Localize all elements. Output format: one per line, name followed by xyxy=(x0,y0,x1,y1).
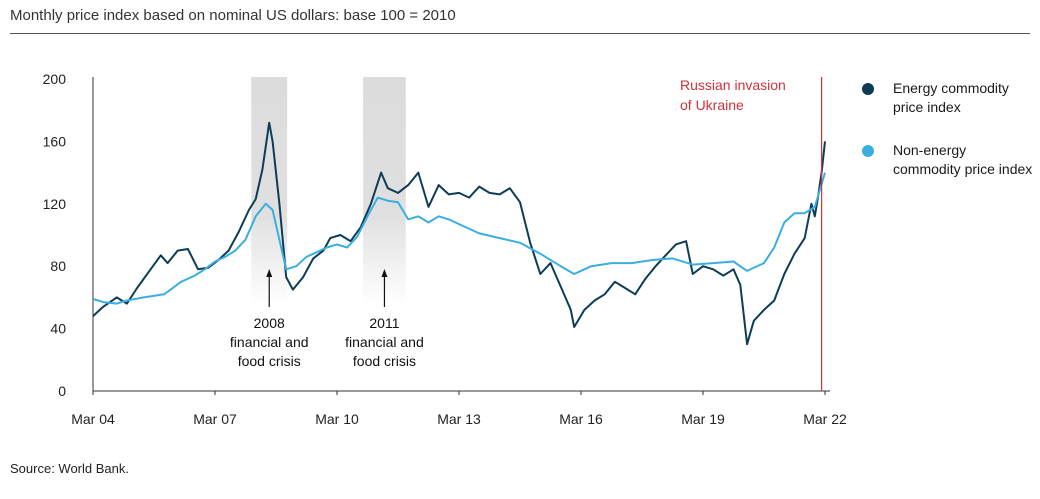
event-label-line: Russian invasion xyxy=(680,77,786,93)
title-divider xyxy=(10,33,1030,34)
source-note: Source: World Bank. xyxy=(10,461,129,476)
x-tick-label: Mar 07 xyxy=(193,411,237,427)
legend-label-non-energy: Non-energy commodity price index xyxy=(893,142,1033,177)
crisis-label-line: 2008 xyxy=(254,315,285,331)
crisis-label-line: 2011 xyxy=(369,315,399,331)
crisis-label-line: financial and xyxy=(345,334,424,350)
crisis-arrow-head xyxy=(266,269,273,277)
crisis-arrow-head xyxy=(381,269,388,277)
series-line-non-energy xyxy=(92,172,826,305)
chart-annotations: Russian invasion of Ukraine 2008 financial … xyxy=(230,77,823,391)
x-tick-label: Mar 19 xyxy=(681,411,725,427)
x-tick-label: Mar 10 xyxy=(315,411,359,427)
y-tick-label: 200 xyxy=(43,71,67,87)
crisis-label-line: food crisis xyxy=(238,353,301,369)
y-tick-label: 40 xyxy=(50,321,66,337)
x-tick-label: Mar 13 xyxy=(437,411,481,427)
chart-axes: 0 40 80 120 160 200 Mar 04 Mar 07 Mar 10 Mar 13 Ma… xyxy=(43,71,847,427)
y-tick-label: 0 xyxy=(58,383,66,399)
crisis-label-line: financial and xyxy=(230,334,309,350)
legend-label-energy: Energy commodity price index xyxy=(893,80,1009,115)
crisis-label-line: food crisis xyxy=(353,353,416,369)
x-tick-label: Mar 22 xyxy=(803,411,847,427)
x-tick-label: Mar 16 xyxy=(559,411,603,427)
crisis-shading xyxy=(251,77,406,305)
y-tick-label: 160 xyxy=(43,133,67,149)
legend-marker-energy xyxy=(862,83,874,95)
x-tick-label: Mar 04 xyxy=(71,411,115,427)
y-tick-label: 120 xyxy=(43,196,67,212)
crisis-shade-band xyxy=(363,77,406,305)
y-tick-label: 80 xyxy=(50,258,66,274)
series-line-energy xyxy=(92,121,826,346)
legend-marker-non-energy xyxy=(862,145,874,157)
event-label-line: of Ukraine xyxy=(680,97,744,113)
chart-series xyxy=(92,121,826,346)
chart-title: Monthly price index based on nominal US … xyxy=(10,7,456,24)
